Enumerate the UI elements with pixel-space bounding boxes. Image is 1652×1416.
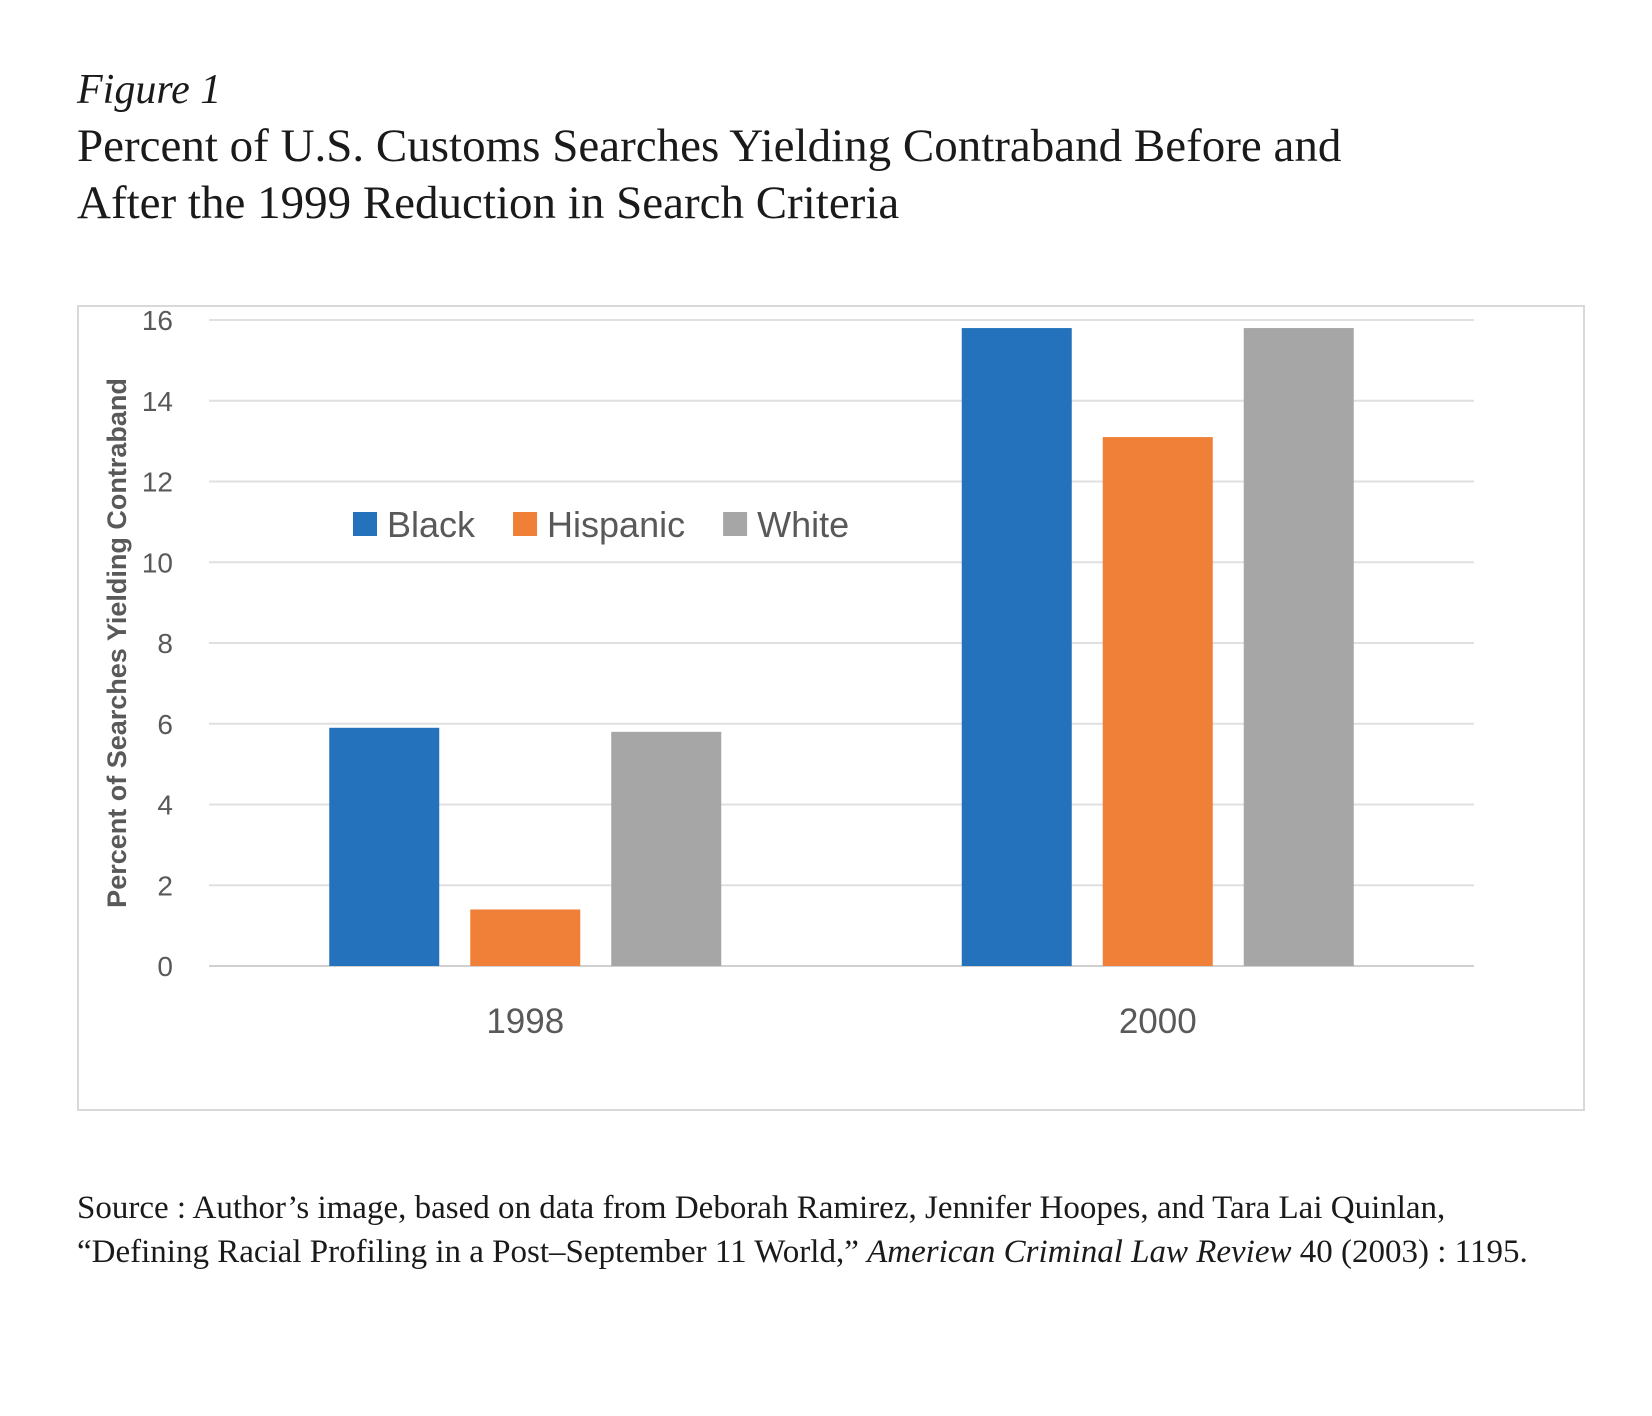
figure-title-line-1: Percent of U.S. Customs Searches Yieldin… [77, 120, 1342, 172]
x-tick-label: 1998 [486, 1002, 564, 1041]
legend-label-black: Black [387, 504, 476, 545]
y-tick-label: 16 [142, 307, 173, 336]
y-tick-label: 4 [157, 790, 173, 821]
y-tick-label: 6 [157, 709, 173, 740]
y-axis-label: Percent of Searches Yielding Contraband [102, 378, 132, 908]
y-tick-label: 2 [157, 870, 173, 901]
source-note: Source : Author’s image, based on data f… [77, 1186, 1577, 1274]
chart-frame: 0 2 4 6 8 10 12 14 16 Percent of Searches Yieldin… [77, 305, 1585, 1111]
figure-title-line-2: After the 1999 Reduction in Search Crite… [77, 177, 900, 229]
y-tick-label: 12 [142, 467, 173, 498]
bar-black-2000 [961, 328, 1072, 966]
bar-white-1998 [611, 731, 722, 966]
y-tick-label: 0 [157, 951, 173, 982]
legend-swatch-white [723, 512, 748, 536]
y-tick-label: 10 [142, 547, 173, 578]
figure-title: Percent of U.S. Customs Searches Yieldin… [77, 118, 1577, 232]
legend-swatch-hispanic [513, 512, 538, 536]
bar-black-1998 [329, 727, 440, 966]
x-tick-label: 2000 [1119, 1002, 1197, 1041]
bar-hispanic-1998 [470, 909, 581, 966]
figure-label: Figure 1 [77, 67, 222, 113]
legend-swatch-black [353, 512, 377, 536]
legend-label-white: White [757, 504, 849, 545]
source-text: Source : Author’s image, based on data f… [77, 1190, 1446, 1270]
source-citation: 40 (2003) : 1195. [1291, 1234, 1528, 1270]
legend-label-hispanic: Hispanic [547, 504, 685, 545]
y-tick-label: 14 [142, 386, 173, 417]
bar-white-2000 [1243, 328, 1354, 966]
bar-hispanic-2000 [1102, 437, 1213, 966]
y-tick-label: 8 [157, 628, 173, 659]
source-journal: American Criminal Law Review [867, 1234, 1292, 1270]
bar-chart: 0 2 4 6 8 10 12 14 16 Percent of Searches Yieldin… [102, 307, 1474, 1041]
